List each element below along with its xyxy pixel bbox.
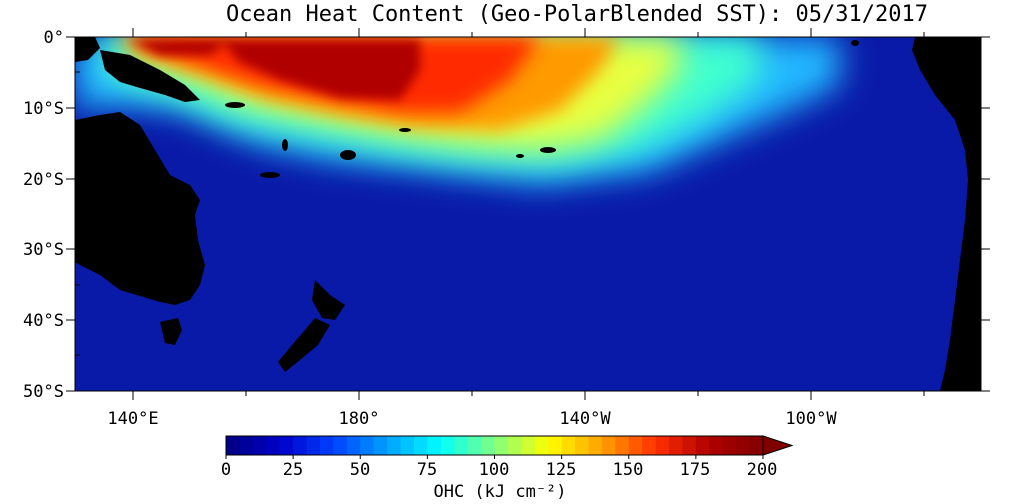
colorbar-segment [601, 436, 616, 455]
cbar-tick-0: 0 [221, 460, 231, 480]
colorbar-segment [440, 436, 455, 455]
colorbar [225, 435, 764, 459]
colorbar-segment [427, 436, 442, 455]
cbar-tick-175: 175 [680, 460, 711, 480]
longitude-axis [132, 28, 925, 400]
new-guinea-land [100, 50, 200, 102]
colorbar-segment [494, 436, 509, 455]
colorbar-segment [628, 436, 643, 455]
cbar-tick-75: 75 [417, 460, 437, 480]
colorbar-segment [467, 436, 482, 455]
colorbar-segment [507, 436, 522, 455]
small-island-2 [851, 40, 859, 46]
colorbar-segment [252, 436, 267, 455]
map-title: Ocean Heat Content (Geo-PolarBlended SST… [226, 2, 928, 27]
lat-label-10s: 10°S [23, 99, 64, 119]
colorbar-segment [682, 436, 697, 455]
colorbar-segment [266, 436, 281, 455]
colorbar-segment [373, 436, 388, 455]
latitude-axis [66, 36, 990, 392]
south-america-land [912, 37, 981, 391]
colorbar-segment [561, 436, 576, 455]
new-zealand-south-land [278, 318, 330, 372]
colorbar-segment [387, 436, 402, 455]
lon-label-100w: 100°W [785, 409, 837, 429]
indonesia-land [75, 37, 100, 62]
colorbar-segment [695, 436, 710, 455]
lon-label-140w: 140°W [559, 409, 611, 429]
colorbar-extend-arrow [762, 435, 794, 456]
colorbar-segment [226, 436, 241, 455]
lat-label-0: 0° [44, 28, 64, 48]
australia-land [75, 112, 205, 305]
colorbar-segment [722, 436, 737, 455]
new-zealand-north-land [312, 280, 345, 320]
lat-label-30s: 30°S [23, 240, 64, 260]
cbar-tick-125: 125 [546, 460, 577, 480]
colorbar-segment [534, 436, 549, 455]
colorbar-segment [454, 436, 469, 455]
lat-label-40s: 40°S [23, 311, 64, 331]
colorbar-segment [481, 436, 496, 455]
colorbar-segment [279, 436, 294, 455]
colorbar-segment [615, 436, 630, 455]
fiji-island [340, 150, 356, 160]
colorbar-segment [333, 436, 348, 455]
cbar-tick-50: 50 [350, 460, 370, 480]
colorbar-unit-label: OHC (kJ cm⁻²) [433, 482, 566, 502]
warm-pool-dark-red-core [220, 40, 420, 100]
lat-label-50s: 50°S [23, 382, 64, 402]
colorbar-segment [239, 436, 254, 455]
colorbar-segment [669, 436, 684, 455]
colorbar-segment [319, 436, 335, 455]
colorbar-segment [709, 436, 724, 455]
colorbar-segment [346, 436, 361, 455]
colorbar-segment [588, 436, 603, 455]
colorbar-segment [413, 436, 428, 455]
colorbar-segment [548, 436, 563, 455]
cbar-tick-200: 200 [747, 460, 778, 480]
new-caledonia-island [260, 172, 280, 178]
colorbar-segment [575, 436, 590, 455]
colorbar-segment [749, 436, 764, 455]
cbar-tick-150: 150 [613, 460, 644, 480]
colorbar-segment [521, 436, 536, 455]
colorbar-segment [293, 436, 308, 455]
vanuatu-island [282, 139, 288, 151]
tasmania-land [160, 318, 182, 345]
colorbar-segment [360, 436, 375, 455]
lat-label-20s: 20°S [23, 170, 64, 190]
lon-label-140e: 140°E [107, 409, 158, 429]
cbar-tick-25: 25 [283, 460, 303, 480]
cbar-tick-100: 100 [479, 460, 510, 480]
colorbar-segment [400, 436, 415, 455]
colorbar-segment [736, 436, 751, 455]
small-island-1 [516, 154, 524, 158]
colorbar-segment [642, 436, 657, 455]
warm-pool-dark-red-core-2 [130, 40, 230, 55]
ocean-heat-field [75, 37, 981, 391]
samoa-island [399, 128, 411, 132]
solomon-island [225, 102, 245, 108]
lon-label-180: 180° [339, 409, 380, 429]
tahiti-island [540, 147, 556, 153]
colorbar-segment [655, 436, 670, 455]
colorbar-segment [306, 436, 321, 455]
land-masses [75, 37, 981, 391]
